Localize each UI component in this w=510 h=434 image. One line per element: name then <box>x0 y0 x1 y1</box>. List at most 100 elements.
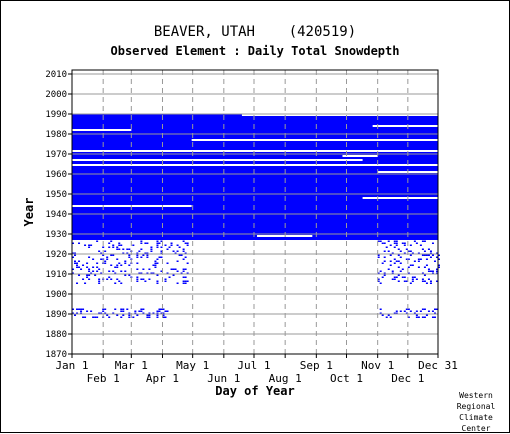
snow-obs-mark <box>108 270 111 272</box>
snow-obs-mark <box>176 244 179 246</box>
snow-obs-mark <box>164 280 167 282</box>
snow-obs-mark <box>421 240 424 242</box>
snow-obs-mark <box>184 268 187 270</box>
snow-obs-mark <box>389 244 392 246</box>
snow-obs-mark <box>162 316 165 318</box>
no-data-gap <box>372 125 438 127</box>
x-tick-label: Aug 1 <box>269 372 302 385</box>
snow-obs-mark <box>136 262 139 264</box>
x-tick-label: Jul 1 <box>237 359 270 372</box>
snow-obs-mark <box>110 264 113 266</box>
snow-obs-mark <box>154 266 157 268</box>
snow-obs-mark <box>156 242 159 244</box>
snow-obs-mark <box>100 312 103 314</box>
snow-obs-mark <box>124 270 127 272</box>
snow-obs-mark <box>182 282 185 284</box>
snow-obs-mark <box>150 246 153 248</box>
snow-obs-mark <box>387 250 390 252</box>
snow-obs-mark <box>156 310 159 312</box>
snow-obs-mark <box>158 308 161 310</box>
snow-obs-mark <box>429 250 432 252</box>
snow-obs-mark <box>110 240 113 242</box>
no-data-gap <box>342 155 378 157</box>
snow-obs-mark <box>148 268 151 270</box>
snow-obs-mark <box>100 272 103 274</box>
snow-obs-mark <box>395 260 398 262</box>
snow-obs-mark <box>393 276 396 278</box>
snow-obs-mark <box>438 258 440 260</box>
snow-obs-mark <box>429 256 432 258</box>
y-tick-label: 1930 <box>45 230 67 240</box>
snow-obs-mark <box>178 254 181 256</box>
snow-obs-mark <box>409 244 412 246</box>
snow-obs-mark <box>419 258 422 260</box>
snow-obs-mark <box>399 270 402 272</box>
snow-obs-mark <box>417 316 420 318</box>
snow-obs-mark <box>409 264 412 266</box>
snow-obs-mark <box>106 278 109 280</box>
snow-obs-mark <box>116 264 119 266</box>
snow-obs-mark <box>74 260 77 262</box>
snow-obs-mark <box>435 308 438 310</box>
snow-obs-mark <box>124 260 127 262</box>
no-data-gap <box>191 139 438 141</box>
snow-obs-mark <box>403 244 406 246</box>
snow-obs-mark <box>411 252 414 254</box>
snow-obs-mark <box>90 244 93 246</box>
snow-obs-mark <box>377 278 380 280</box>
y-tick-label: 1960 <box>45 170 67 180</box>
y-tick-label: 2000 <box>45 90 67 100</box>
snow-obs-mark <box>142 312 145 314</box>
snow-obs-mark <box>166 248 169 250</box>
snow-obs-mark <box>124 262 127 264</box>
snow-obs-mark <box>90 272 93 274</box>
snow-obs-mark <box>405 258 408 260</box>
no-data-gap <box>72 150 438 152</box>
snow-obs-mark <box>108 276 111 278</box>
snow-obs-mark <box>180 272 183 274</box>
snow-obs-mark <box>405 280 408 282</box>
snow-obs-mark <box>397 248 400 250</box>
snow-obs-mark <box>389 260 392 262</box>
snow-obs-mark <box>112 246 115 248</box>
snow-obs-mark <box>379 282 382 284</box>
x-tick-label: Jun 1 <box>207 372 240 385</box>
x-tick-label: Apr 1 <box>146 372 179 385</box>
snow-obs-mark <box>431 272 434 274</box>
snow-obs-mark <box>164 310 167 312</box>
snow-obs-mark <box>379 270 382 272</box>
snow-obs-mark <box>383 256 386 258</box>
x-tick-label: Sep 1 <box>300 359 333 372</box>
snow-obs-mark <box>146 242 149 244</box>
snow-obs-mark <box>415 242 418 244</box>
x-tick-label: Nov 1 <box>361 359 394 372</box>
y-tick-label: 1900 <box>45 290 67 300</box>
snow-obs-mark <box>431 316 434 318</box>
snow-obs-mark <box>415 278 418 280</box>
snow-obs-mark <box>72 312 74 314</box>
snow-obs-mark <box>180 254 183 256</box>
snow-obs-mark <box>76 266 79 268</box>
snow-obs-mark <box>88 270 91 272</box>
y-tick-label: 1980 <box>45 130 67 140</box>
snow-obs-mark <box>172 250 175 252</box>
snow-obs-mark <box>433 260 436 262</box>
snow-obs-mark <box>413 276 416 278</box>
snow-obs-mark <box>182 280 185 282</box>
snow-obs-mark <box>403 310 406 312</box>
chart-title: BEAVER, UTAH (420519) <box>153 24 357 40</box>
snow-obs-mark <box>397 266 400 268</box>
x-tick-label: Oct 1 <box>330 372 363 385</box>
snow-obs-mark <box>136 252 139 254</box>
snow-obs-mark <box>120 310 123 312</box>
snow-obs-mark <box>431 310 434 312</box>
snow-obs-mark <box>150 250 153 252</box>
snow-obs-mark <box>140 242 143 244</box>
snow-obs-mark <box>96 266 99 268</box>
snow-obs-mark <box>427 310 430 312</box>
snow-obs-mark <box>377 240 380 242</box>
snow-obs-mark <box>168 246 171 248</box>
snow-obs-mark <box>415 314 418 316</box>
snow-obs-mark <box>397 280 400 282</box>
